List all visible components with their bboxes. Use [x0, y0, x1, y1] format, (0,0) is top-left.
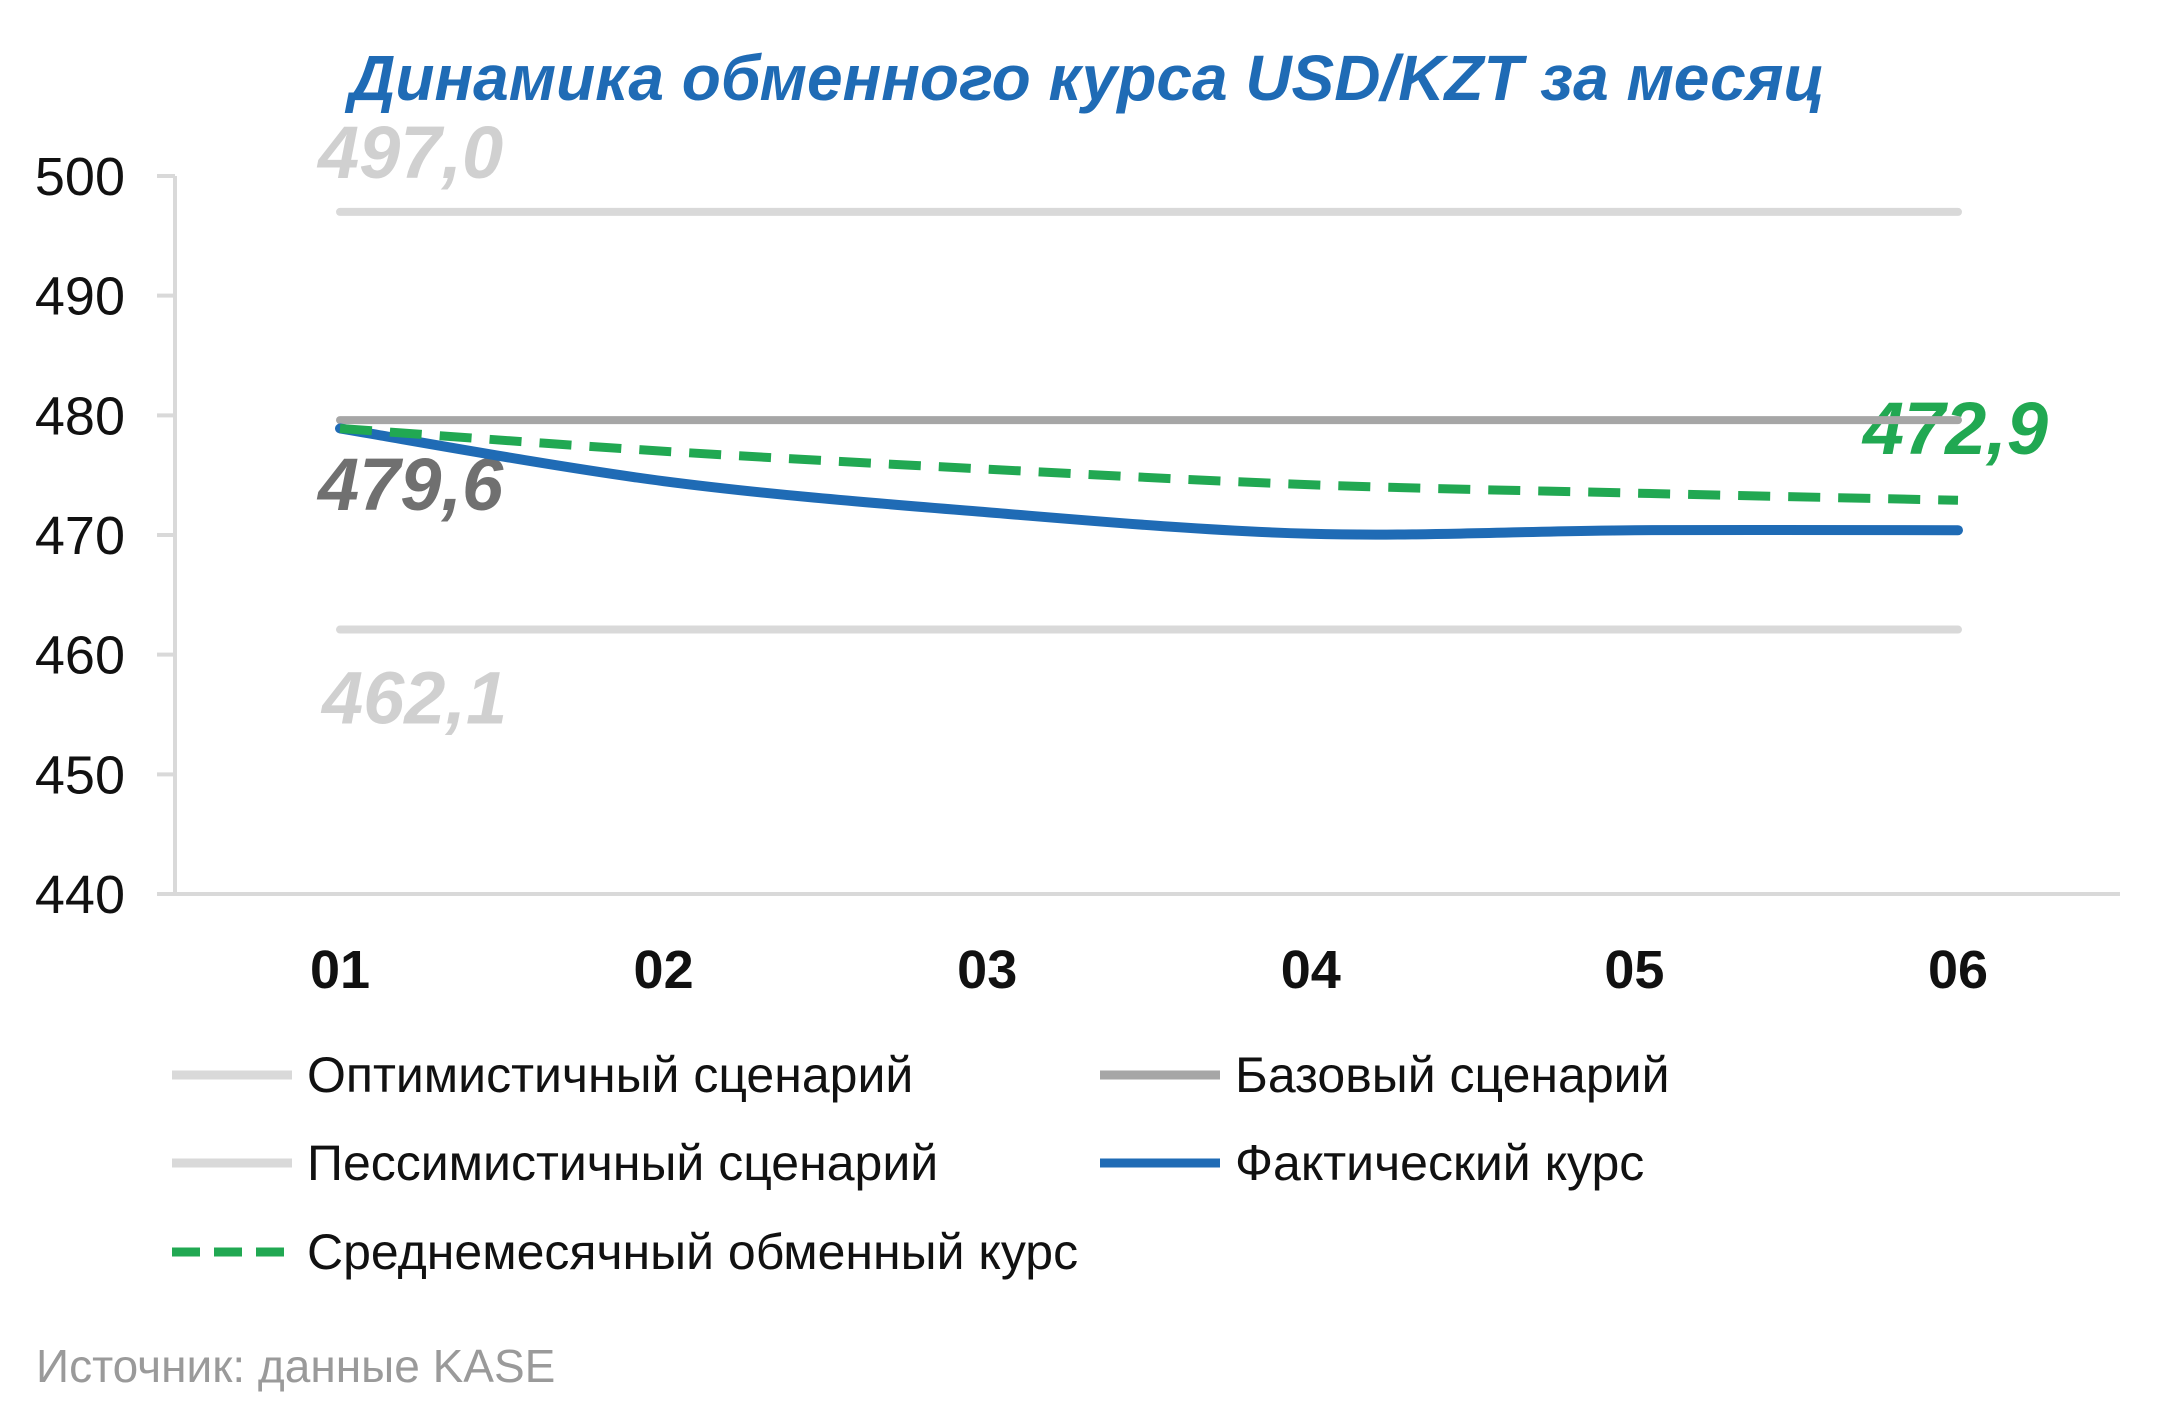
- x-tick-label: 05: [1604, 940, 1664, 1000]
- value-annotation: 479,6: [316, 443, 504, 526]
- axes: 500 490 480 470 460 450 440 01 02 03 04 05 06: [35, 147, 2120, 1000]
- series-lines: [335, 207, 1963, 634]
- x-tick-label: 04: [1281, 940, 1341, 1000]
- value-annotation: 462,1: [320, 657, 507, 740]
- y-tick-label: 480: [35, 386, 125, 446]
- legend: Оптимистичный сценарий Базовый сценарий Пе…: [172, 1047, 1670, 1280]
- x-tick-label: 06: [1928, 940, 1988, 1000]
- legend-label: Оптимистичный сценарий: [307, 1047, 913, 1103]
- y-tick-label: 470: [35, 506, 125, 566]
- legend-label: Среднемесячный обменный курс: [307, 1224, 1078, 1280]
- series-line-4: [339, 424, 1959, 505]
- series-line-3: [335, 423, 1963, 540]
- annotations: 497,0 479,6 462,1 472,9: [316, 111, 2048, 740]
- source-note: Источник: данные KASE: [36, 1340, 555, 1392]
- legend-label: Пессимистичный сценарий: [307, 1135, 938, 1191]
- y-tick-label: 490: [35, 267, 125, 327]
- value-annotation: 472,9: [1861, 387, 2048, 470]
- y-tick-label: 500: [35, 147, 125, 207]
- y-tick-label: 460: [35, 626, 125, 686]
- x-tick-label: 03: [957, 940, 1017, 1000]
- legend-label: Фактический курс: [1235, 1135, 1644, 1191]
- y-tick-label: 440: [35, 865, 125, 925]
- chart-title: Динамика обменного курса USD/KZT за меся…: [344, 42, 1825, 114]
- value-annotation: 497,0: [316, 111, 503, 194]
- y-tick-label: 450: [35, 745, 125, 805]
- x-tick-label: 01: [310, 940, 370, 1000]
- x-tick-label: 02: [634, 940, 694, 1000]
- legend-label: Базовый сценарий: [1235, 1047, 1670, 1103]
